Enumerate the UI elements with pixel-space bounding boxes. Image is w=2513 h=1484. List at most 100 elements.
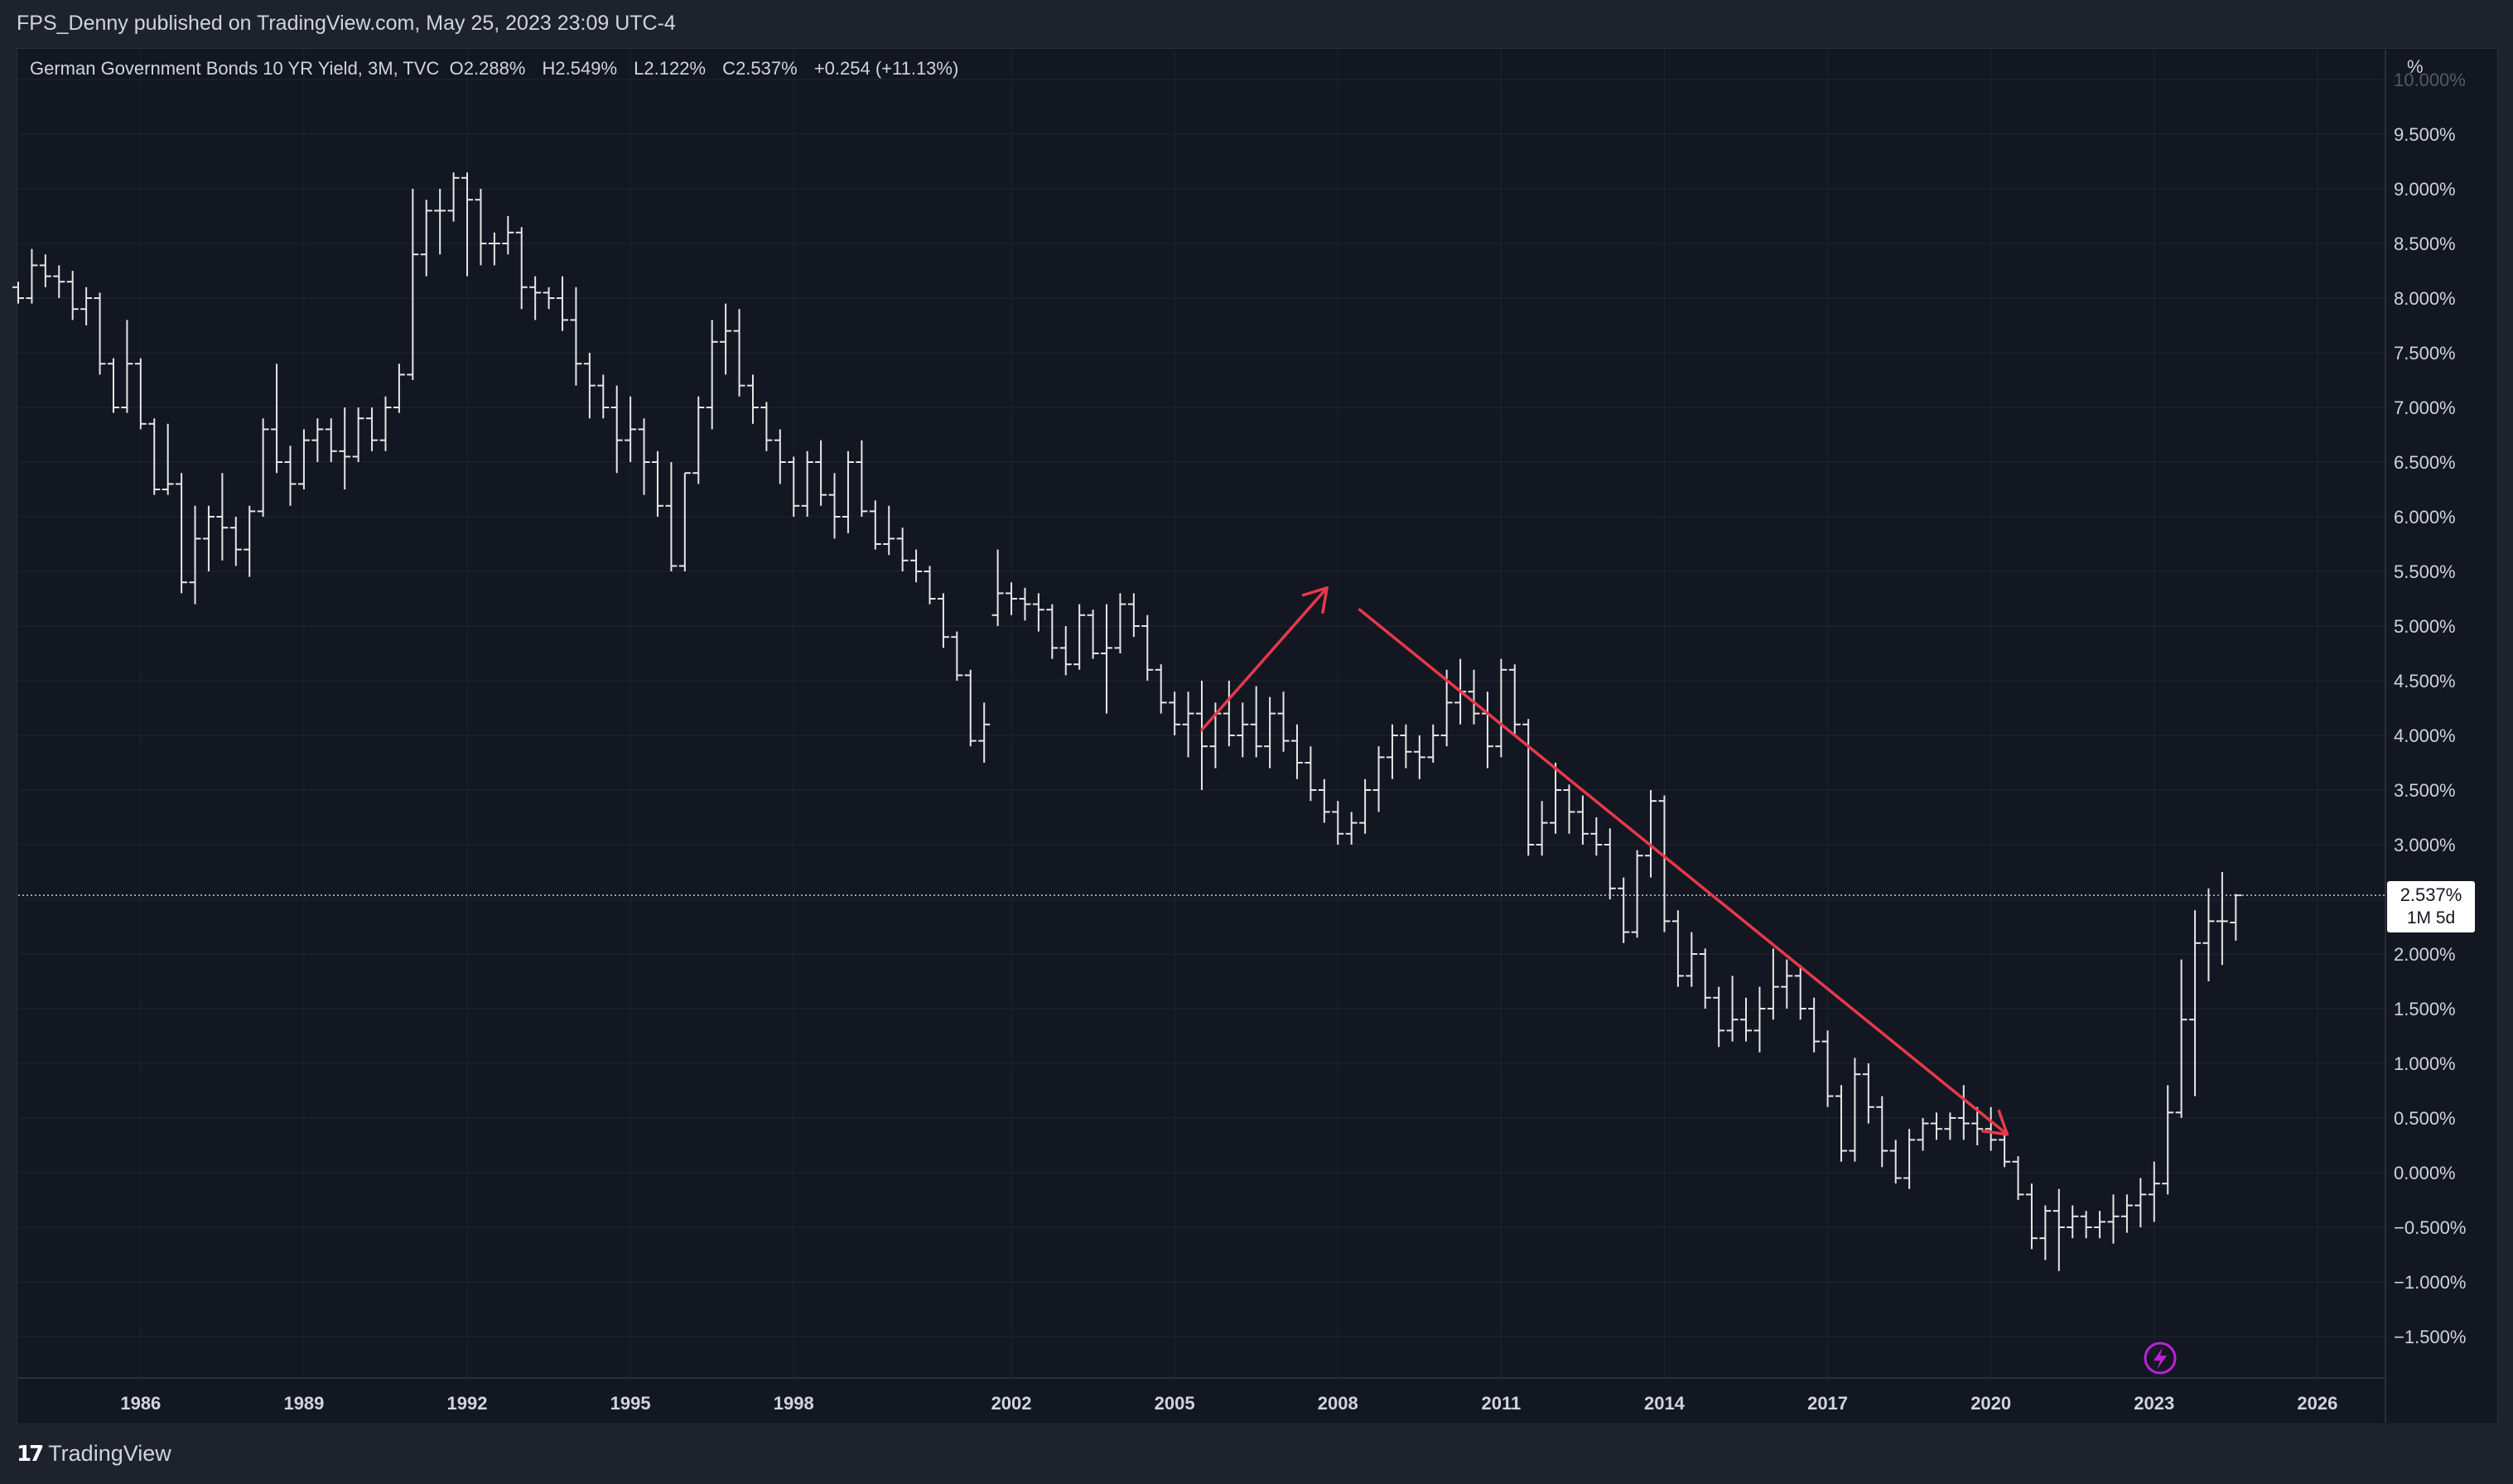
brand-name: TradingView [48,1441,171,1466]
x-tick-label: 2026 [2297,1393,2337,1414]
ohlc-bar [1671,910,1684,987]
symbol-name: German Government Bonds 10 YR Yield, 3M,… [30,58,440,79]
y-tick-label: 3.500% [2394,780,2456,801]
ohlc-bar [1413,735,1425,779]
x-tick-label: 2020 [1970,1393,2011,1414]
ohlc-bar [1127,593,1140,638]
ohlc-bar [2120,1194,2133,1233]
ohlc-bar [1903,1129,1916,1189]
chart-panel[interactable] [17,48,2498,1424]
publish-header: FPS_Denny published on TradingView.com, … [0,0,2513,48]
ohlc-bar [148,418,161,495]
ohlc-bar [352,407,364,462]
ohlc-bar [189,505,201,605]
symbol-legend[interactable]: German Government Bonds 10 YR Yield, 3M,… [30,58,958,80]
ohlc-bar [1753,986,1766,1053]
ohlc-bar [801,450,813,517]
unit-label: % [2407,56,2424,77]
ohlc-bar [1290,724,1303,779]
ohlc-bar [529,276,542,320]
ohlc-bar [1318,778,1330,823]
current-price-tag: 2.537% 1M 5d [2387,881,2475,932]
ohlc-bar [1468,669,1480,725]
ohlc-bar [1073,604,1086,670]
ohlc-bar [2230,894,2242,941]
ohlc-bar [461,172,474,277]
arrow-head [1980,1109,2009,1136]
ohlc-bar [557,276,569,331]
lightning-icon[interactable] [2144,1342,2177,1375]
ohlc-bar [1332,801,1344,845]
ohlc-bar [1985,1106,1997,1151]
ohlc-bar [1631,850,1643,938]
ohlc-bar [760,402,773,451]
ohlc-bar [1372,746,1385,812]
ohlc-bar [366,407,379,451]
ohlc-bar [1345,812,1358,845]
high-label: H [542,58,556,79]
ohlc-bar [924,566,936,605]
ohlc-bar [2189,910,2202,1096]
ohlc-bar [583,353,596,419]
y-tick-label: 3.000% [2394,835,2456,855]
ohlc-bar [1087,610,1099,659]
ohlc-bar [774,429,786,484]
ohlc-bar [12,282,24,304]
y-tick-label: 5.500% [2394,561,2456,582]
ohlc-bar [1277,691,1290,752]
ohlc-bars [12,172,2242,1271]
x-tick-label: 1989 [283,1393,324,1414]
ohlc-bar [162,423,174,495]
ohlc-bar [1264,696,1276,768]
ohlc-bar [625,396,637,462]
close-value: 2.537% [736,58,798,79]
ohlc-bar [1740,997,1753,1042]
y-tick-label: −1.500% [2394,1327,2466,1347]
ohlc-bar [66,271,79,320]
ohlc-bar [964,669,977,747]
ohlc-bar [720,303,732,375]
x-tick-label: 2002 [991,1393,1032,1414]
y-tick-label: 5.000% [2394,616,2456,637]
ohlc-bar [2148,1161,2160,1222]
ohlc-bar [1386,724,1398,779]
ohlc-bar [26,248,38,304]
ohlc-bar [2162,1085,2174,1195]
ohlc-bar [869,500,881,550]
ohlc-bar [94,292,106,375]
ohlc-bar [692,396,705,484]
ohlc-bar [746,374,759,424]
ohlc-bar [1930,1112,1942,1140]
ohlc-bar [1114,593,1126,653]
ohlc-bar [1059,626,1072,676]
ohlc-bar [1686,932,1698,987]
ohlc-bar [570,287,582,386]
y-tick-label: 10.000% [2394,70,2466,90]
trend-arrow [1358,608,2009,1136]
ohlc-bar [1237,702,1249,758]
ohlc-bar [1223,681,1235,747]
ohlc-bar [297,429,310,489]
ohlc-bar [1169,691,1181,735]
ohlc-bar [257,418,269,517]
annotation-arrows[interactable] [1200,586,2009,1136]
price-axis[interactable]: −1.500% −1.000% −0.500% 0.000% 0.500% 1.000% 1… [2385,50,2466,1423]
ohlc-bar [828,473,841,539]
ohlc-bar [1141,614,1154,681]
ohlc-bar [1182,691,1194,758]
ohlc-bar [1250,686,1262,758]
ohlc-bar [1427,724,1440,763]
ohlc-bar [1944,1112,1956,1140]
ohlc-bar [910,549,923,583]
ohlc-bar [1155,664,1167,714]
arrow-shaft [1358,608,2009,1136]
x-tick-label: 2023 [2134,1393,2174,1414]
tradingview-logo[interactable]: 17 TradingView [17,1441,171,1467]
low-label: L [634,58,644,79]
ohlc-bar [991,549,1004,626]
ohlc-bar [2067,1205,2079,1239]
ohlc-bar [883,505,895,556]
time-axis[interactable]: 1986 1989 1992 1995 1998 2002 2005 2008 2011 2014… [18,1377,2385,1414]
x-tick-label: 2017 [1807,1393,1848,1414]
